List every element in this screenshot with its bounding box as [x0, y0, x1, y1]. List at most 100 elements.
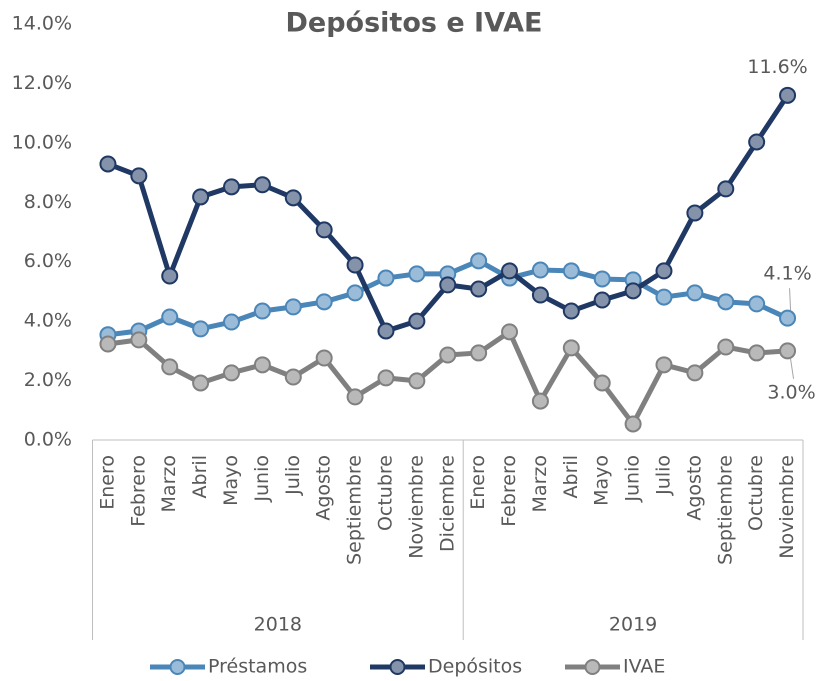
legend-marker	[584, 659, 601, 675]
series-marker	[470, 344, 488, 362]
series-marker	[717, 180, 735, 198]
series-marker	[253, 302, 271, 320]
series-marker	[593, 270, 611, 288]
series-marker	[593, 374, 611, 392]
chart-title: Depósitos e IVAE	[285, 8, 542, 39]
series-marker	[346, 284, 364, 302]
series-marker	[253, 176, 271, 194]
y-tick-label: 10.0%	[12, 131, 72, 153]
series-marker	[161, 358, 179, 376]
series-marker	[562, 302, 580, 320]
series-marker	[531, 286, 549, 304]
data-label: 11.6%	[747, 56, 807, 78]
series-marker	[99, 335, 117, 353]
leader-line	[790, 358, 795, 379]
y-tick-label: 12.0%	[12, 72, 72, 94]
x-tick-label: Enero	[467, 455, 489, 510]
series-marker	[315, 221, 333, 239]
series-marker	[161, 308, 179, 326]
legend-label: IVAE	[623, 656, 665, 678]
y-tick-label: 2.0%	[24, 369, 72, 391]
series-marker	[624, 415, 642, 433]
series-marker	[408, 265, 426, 283]
series-marker	[501, 262, 519, 280]
series-marker	[562, 262, 580, 280]
series-marker	[192, 188, 210, 206]
y-tick-label: 8.0%	[24, 191, 72, 213]
series-marker	[501, 323, 519, 341]
series-marker	[377, 322, 395, 340]
x-tick-label: Noviembre	[776, 455, 798, 559]
legend-marker	[169, 659, 186, 675]
x-tick-label: Agosto	[683, 455, 705, 521]
x-tick-label: Junio	[251, 455, 273, 503]
data-label: 4.1%	[763, 263, 811, 285]
series-marker	[223, 178, 241, 196]
x-tick-label: Marzo	[158, 455, 180, 512]
x-tick-label: Mayo	[220, 455, 242, 506]
y-tick-label: 6.0%	[24, 250, 72, 272]
x-tick-label: Septiembre	[714, 455, 736, 565]
x-tick-label: Julio	[652, 455, 674, 496]
group-label: 2018	[254, 614, 302, 636]
series-marker	[748, 295, 766, 313]
x-tick-label: Marzo	[529, 455, 551, 512]
series-marker	[377, 269, 395, 287]
y-tick-label: 0.0%	[24, 429, 72, 451]
series-marker	[686, 364, 704, 382]
series-marker	[377, 369, 395, 387]
series-marker	[686, 284, 704, 302]
x-tick-label: Julio	[282, 455, 304, 496]
series-marker	[223, 364, 241, 382]
series-marker	[192, 320, 210, 338]
series-marker	[686, 204, 704, 222]
x-tick-label: Febrero	[498, 455, 520, 527]
series-marker	[346, 256, 364, 274]
x-tick-label: Junio	[622, 455, 644, 503]
series-marker	[779, 86, 797, 104]
series-marker	[192, 374, 210, 392]
series-marker	[253, 356, 271, 374]
series-marker	[470, 280, 488, 298]
x-tick-label: Noviembre	[405, 455, 427, 559]
series-marker	[346, 388, 364, 406]
y-tick-label: 4.0%	[24, 310, 72, 332]
legend-label: Depósitos	[428, 656, 522, 678]
series-marker	[284, 189, 302, 207]
series-marker	[593, 291, 611, 309]
series-marker	[562, 339, 580, 357]
leader-line	[789, 288, 792, 311]
series-marker	[779, 309, 797, 327]
series-marker	[779, 342, 797, 360]
series-marker	[408, 372, 426, 390]
x-tick-label: Abril	[560, 455, 582, 498]
series-marker	[531, 392, 549, 410]
series-marker	[655, 262, 673, 280]
y-tick-label: 14.0%	[12, 13, 72, 35]
series-marker	[284, 298, 302, 316]
series-marker	[161, 267, 179, 285]
series-marker	[748, 344, 766, 362]
series-marker	[717, 338, 735, 356]
series-marker	[748, 133, 766, 151]
series-marker	[284, 368, 302, 386]
x-tick-label: Septiembre	[344, 455, 366, 565]
series-marker	[717, 293, 735, 311]
series-marker	[439, 276, 457, 294]
x-tick-label: Abril	[189, 455, 211, 498]
series-marker	[655, 288, 673, 306]
x-tick-label: Octubre	[745, 455, 767, 531]
series-marker	[130, 331, 148, 349]
x-tick-label: Diciembre	[436, 455, 458, 552]
x-tick-label: Febrero	[127, 455, 149, 527]
series-marker	[223, 313, 241, 331]
series-marker	[624, 282, 642, 300]
x-tick-label: Agosto	[313, 455, 335, 521]
series-marker	[315, 349, 333, 367]
x-tick-label: Enero	[96, 455, 118, 510]
series-marker	[531, 261, 549, 279]
series-marker	[470, 252, 488, 270]
legend-marker	[389, 659, 406, 675]
series-marker	[408, 312, 426, 330]
